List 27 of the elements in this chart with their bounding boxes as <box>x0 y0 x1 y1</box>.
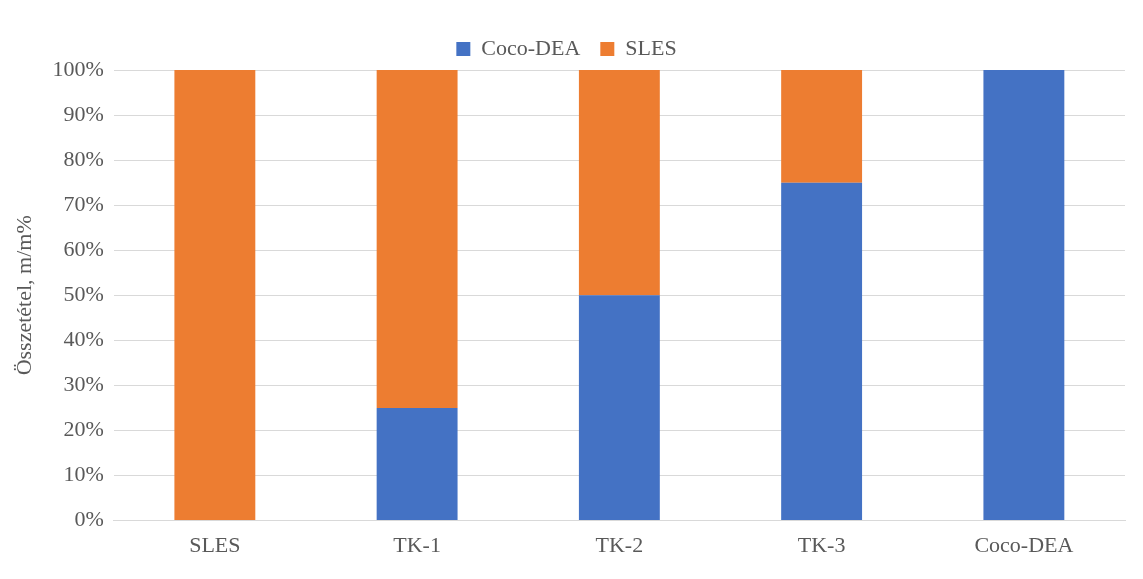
y-tick-label: 80% <box>63 145 104 171</box>
bar <box>376 70 458 408</box>
bar <box>983 70 1065 521</box>
y-axis-title: Összetétel, m/m% <box>10 215 36 376</box>
y-tick-label: 60% <box>63 236 104 262</box>
y-tick-label: 20% <box>63 416 104 442</box>
y-tick-label: 10% <box>63 461 104 487</box>
bar <box>781 182 863 521</box>
x-tick-label: TK-2 <box>595 531 644 557</box>
bar <box>578 70 660 296</box>
y-tick-label: 40% <box>63 326 104 352</box>
bar <box>578 295 660 521</box>
x-tick-label: Coco-DEA <box>974 531 1074 557</box>
y-tick-label: 50% <box>63 281 104 307</box>
y-tick-label: 30% <box>63 371 104 397</box>
x-tick-label: TK-3 <box>797 531 846 557</box>
y-tick-label: 0% <box>74 506 104 532</box>
x-tick-label: TK-1 <box>393 531 441 557</box>
y-tick-label: 90% <box>63 100 104 126</box>
bar <box>781 70 863 183</box>
legend-label: Coco-DEA <box>481 34 581 60</box>
bar <box>376 407 458 521</box>
y-tick-label: 70% <box>63 190 104 216</box>
bar <box>174 70 256 521</box>
y-tick-label: 100% <box>52 55 104 81</box>
legend-label: SLES <box>625 34 677 60</box>
x-tick-label: SLES <box>189 531 241 557</box>
